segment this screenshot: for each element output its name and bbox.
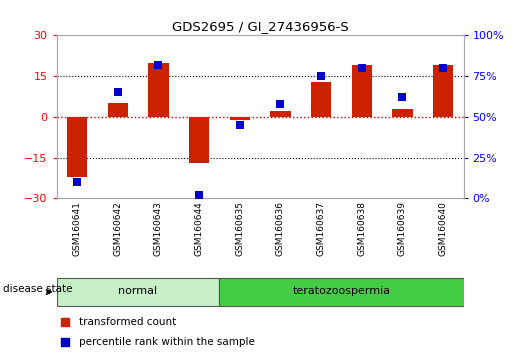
Text: transformed count: transformed count bbox=[79, 316, 176, 327]
Point bbox=[398, 95, 406, 100]
Text: normal: normal bbox=[118, 286, 158, 296]
Bar bbox=[433, 65, 453, 117]
Bar bbox=[57, 278, 219, 306]
Bar bbox=[148, 63, 168, 117]
Point bbox=[61, 319, 69, 325]
Text: teratozoospermia: teratozoospermia bbox=[293, 286, 390, 296]
Bar bbox=[219, 278, 464, 306]
Bar bbox=[392, 109, 413, 117]
Title: GDS2695 / GI_27436956-S: GDS2695 / GI_27436956-S bbox=[171, 20, 349, 33]
Bar bbox=[67, 117, 87, 177]
Point bbox=[317, 73, 325, 79]
Point bbox=[154, 62, 162, 68]
Point bbox=[73, 179, 81, 185]
Bar bbox=[230, 117, 250, 120]
Bar bbox=[189, 117, 209, 163]
Text: disease state: disease state bbox=[3, 284, 72, 293]
Point bbox=[61, 339, 69, 344]
Point bbox=[113, 90, 122, 95]
Bar bbox=[270, 112, 290, 117]
Point bbox=[276, 101, 284, 107]
Point bbox=[357, 65, 366, 71]
Text: percentile rank within the sample: percentile rank within the sample bbox=[79, 337, 255, 347]
Bar bbox=[108, 103, 128, 117]
Bar bbox=[352, 65, 372, 117]
Point bbox=[439, 65, 447, 71]
Point bbox=[235, 122, 244, 128]
Bar bbox=[311, 81, 331, 117]
Point bbox=[195, 192, 203, 198]
